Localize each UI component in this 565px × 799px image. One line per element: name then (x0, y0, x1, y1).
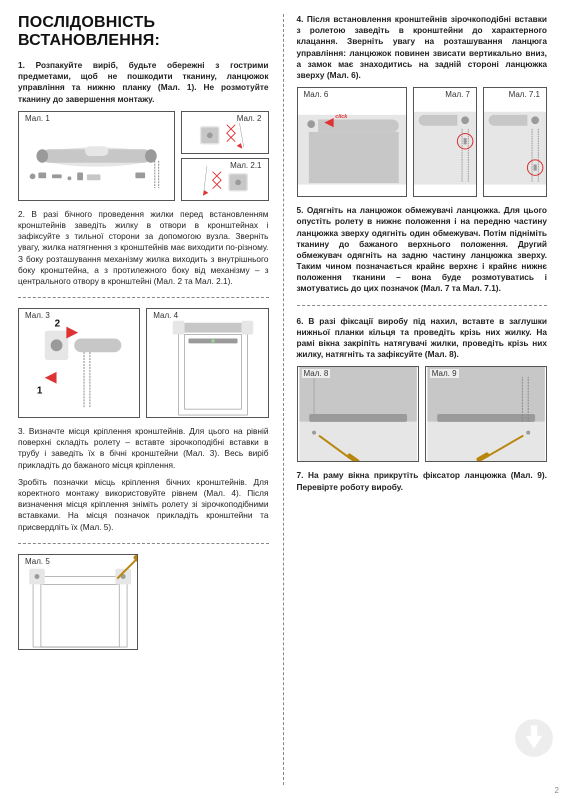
figure-4-caption: Мал. 4 (151, 311, 180, 320)
figure-8: Мал. 8 (297, 366, 419, 462)
figure-5-caption: Мал. 5 (23, 557, 52, 566)
svg-text:click: click (335, 114, 348, 120)
figure-6: Мал. 6 click (297, 87, 408, 197)
step-7-text: 7. На раму вікна прикрутіть фіксатор лан… (297, 470, 548, 492)
svg-text:2: 2 (55, 319, 61, 330)
figure-4: Мал. 4 (146, 308, 268, 418)
right-column: 4. Після встановлення кронштейнів зірочк… (283, 0, 565, 799)
figure-3-caption: Мал. 3 (23, 311, 52, 320)
fig-row-4: Мал. 6 click Мал. 7 (297, 87, 548, 197)
step-5-text: 5. Одягніть на ланцюжок обмежувачі ланцю… (297, 205, 548, 295)
figure-3: Мал. 3 2 1 (18, 308, 140, 418)
fig-row-2: Мал. 3 2 1 Мал. 4 (18, 308, 269, 418)
figure-1-caption: Мал. 1 (23, 114, 52, 123)
figure-5: Мал. 5 (18, 554, 138, 650)
left-divider-1 (18, 297, 269, 298)
fig-row-3: Мал. 5 (18, 554, 269, 650)
step-4-text: 4. Після встановлення кронштейнів зірочк… (297, 14, 548, 81)
right-divider-1 (297, 305, 548, 306)
figure-2-1-caption: Мал. 2.1 (228, 161, 263, 170)
figure-2: Мал. 2 (181, 111, 268, 154)
figure-6-caption: Мал. 6 (302, 90, 331, 99)
fig-row-1: Мал. 1 (18, 111, 269, 201)
left-divider-2 (18, 543, 269, 544)
figure-8-caption: Мал. 8 (302, 369, 331, 378)
figure-2-1: Мал. 2.1 (181, 158, 268, 201)
watermark-icon (513, 717, 555, 759)
step-1-text: 1. Розпакуйте виріб, будьте обережні з г… (18, 60, 269, 105)
figure-2-caption: Мал. 2 (235, 114, 264, 123)
step-2-text: 2. В разі бічного проведення жилки перед… (18, 209, 269, 287)
figure-9: Мал. 9 (425, 366, 547, 462)
step-3b-text: Зробіть позначки місць кріплення бічних … (18, 477, 269, 533)
figure-7-caption: Мал. 7 (443, 90, 472, 99)
page-number: 2 (555, 786, 559, 795)
figure-1: Мал. 1 (18, 111, 175, 201)
fig-row-5: Мал. 8 Мал. 9 (297, 366, 548, 462)
figure-7: Мал. 7 (413, 87, 477, 197)
step-3a-text: 3. Визначте місця кріплення кронштейнів.… (18, 426, 269, 471)
page-title: ПОСЛІДОВНІСТЬ ВСТАНОВЛЕННЯ: (18, 14, 269, 50)
left-column: ПОСЛІДОВНІСТЬ ВСТАНОВЛЕННЯ: 1. Розпакуйт… (0, 0, 283, 799)
svg-text:1: 1 (37, 385, 43, 396)
figure-7-1: Мал. 7.1 (483, 87, 547, 197)
figure-9-caption: Мал. 9 (430, 369, 459, 378)
step-6-text: 6. В разі фіксації виробу під нахил, вст… (297, 316, 548, 361)
figure-7-1-caption: Мал. 7.1 (507, 90, 542, 99)
